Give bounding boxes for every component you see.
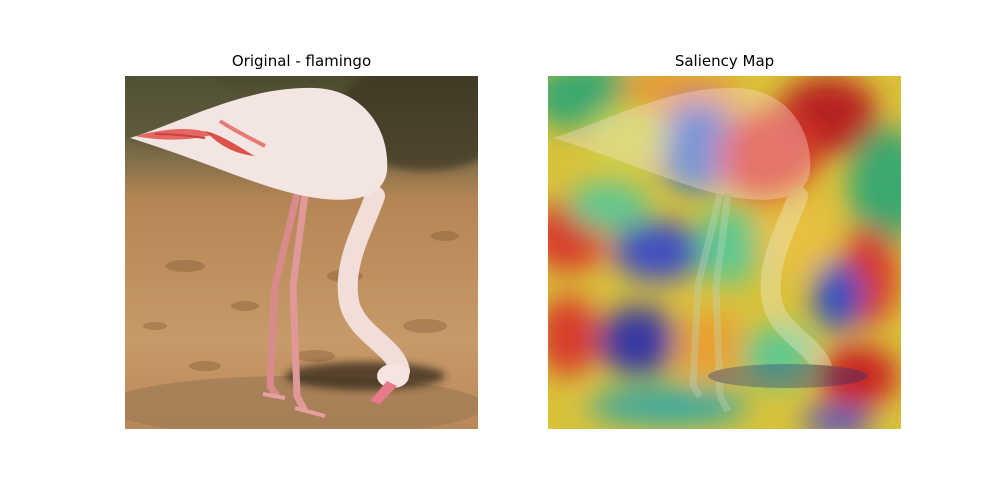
original-flamingo-image — [125, 76, 478, 429]
saliency-map-image — [548, 76, 901, 429]
original-image-title: Original - flamingo — [231, 52, 372, 70]
saliency-map-title: Saliency Map — [674, 52, 775, 70]
